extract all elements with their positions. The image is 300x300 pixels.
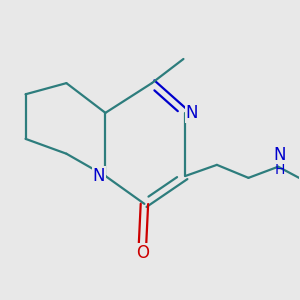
Text: N: N [186, 104, 198, 122]
Text: H: H [275, 164, 285, 177]
Text: N: N [92, 167, 105, 185]
Text: O: O [136, 244, 149, 262]
Text: N: N [274, 146, 286, 164]
